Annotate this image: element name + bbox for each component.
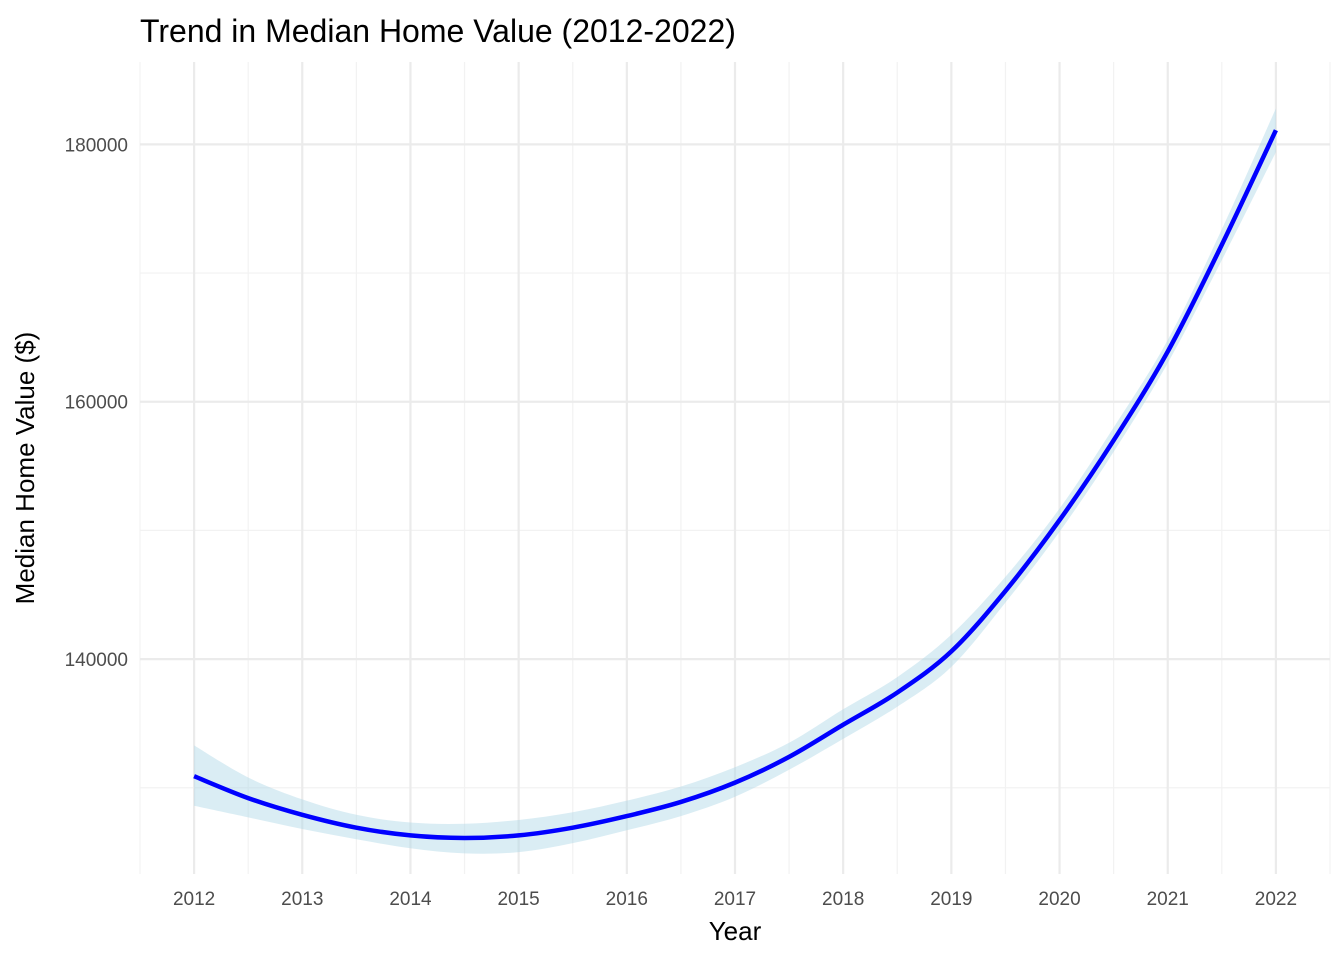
x-axis-ticks: 2012 2013 2014 2015 2016 2017 2018 2019 2020 2021… xyxy=(173,889,1297,910)
chart-title: Trend in Median Home Value (2012-2022) xyxy=(140,13,736,49)
x-tick-label-2020: 2020 xyxy=(1038,889,1080,910)
x-tick-label-2018: 2018 xyxy=(822,889,864,910)
y-axis-title: Median Home Value ($) xyxy=(10,332,40,605)
y-tick-label-160000: 160000 xyxy=(65,393,128,414)
x-tick-label-2019: 2019 xyxy=(930,889,972,910)
x-axis-title: Year xyxy=(709,916,762,946)
trend-line xyxy=(193,129,1278,841)
x-tick-label-2021: 2021 xyxy=(1147,889,1189,910)
x-tick-label-2016: 2016 xyxy=(606,889,648,910)
x-tick-label-2014: 2014 xyxy=(389,889,432,910)
y-axis-ticks: 140000 160000 180000 xyxy=(65,135,128,671)
y-tick-label-180000: 180000 xyxy=(65,135,128,156)
grid xyxy=(139,62,1331,874)
x-tick-label-2013: 2013 xyxy=(281,889,323,910)
x-tick-label-2015: 2015 xyxy=(497,889,539,910)
y-tick-label-140000: 140000 xyxy=(65,650,128,671)
x-tick-label-2012: 2012 xyxy=(173,889,215,910)
x-tick-label-2017: 2017 xyxy=(714,889,756,910)
x-tick-label-2022: 2022 xyxy=(1255,889,1297,910)
